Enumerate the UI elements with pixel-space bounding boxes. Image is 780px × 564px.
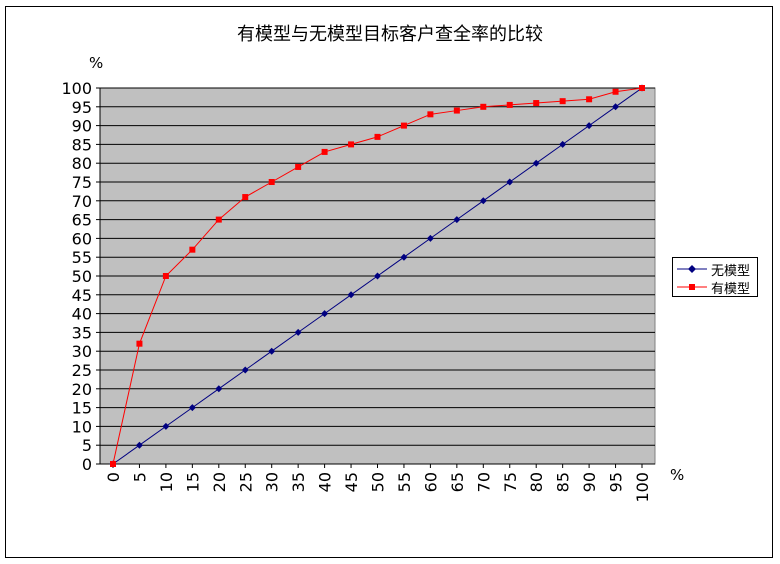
data-point-with-model [110, 461, 116, 467]
y-tick-label: 5 [82, 436, 92, 455]
data-point-with-model [612, 88, 619, 95]
legend-swatch-square-icon [677, 284, 707, 290]
data-point-with-model [215, 216, 222, 223]
x-tick-label: 25 [236, 472, 255, 492]
x-tick-label: 40 [316, 472, 335, 492]
y-tick-label: 15 [72, 399, 92, 418]
data-point-no-model [532, 159, 540, 167]
data-point-no-model [215, 385, 223, 393]
x-tick-label: 15 [183, 472, 202, 492]
data-point-with-model [453, 107, 460, 114]
data-point-with-model [268, 179, 275, 185]
x-tick-label: 5 [130, 472, 149, 482]
y-tick-label: 30 [72, 342, 92, 361]
data-point-with-model [586, 96, 593, 103]
y-tick-label: 95 [72, 98, 92, 117]
x-tick-label: 60 [421, 472, 440, 492]
x-tick-label: 30 [263, 472, 282, 492]
data-point-no-model [585, 122, 593, 130]
data-point-with-model [533, 100, 540, 107]
y-tick-label: 65 [72, 211, 92, 230]
data-point-with-model [480, 103, 487, 110]
x-tick-label: 100 [633, 472, 652, 503]
x-tick-label: 85 [554, 472, 573, 492]
data-point-no-model [188, 404, 196, 412]
data-point-with-model [374, 133, 381, 140]
x-tick-label: 70 [474, 472, 493, 492]
y-tick-label: 40 [72, 305, 92, 324]
y-tick-label: 25 [72, 361, 92, 380]
data-point-no-model [268, 347, 276, 355]
legend-item-with-model: 有模型 [677, 279, 751, 297]
data-point-with-model [506, 101, 513, 108]
legend-swatch-diamond-icon [677, 265, 707, 273]
data-point-no-model [612, 103, 620, 111]
data-point-with-model [162, 273, 169, 279]
legend-item-no-model: 无模型 [677, 261, 751, 279]
y-tick-label: 75 [72, 173, 92, 192]
y-axis-unit-label: % [89, 54, 104, 72]
x-tick-label: 20 [210, 472, 229, 492]
data-point-no-model [347, 291, 355, 299]
x-tick-label: 45 [342, 472, 361, 492]
y-tick-label: 80 [72, 154, 92, 173]
y-tick-label: 90 [72, 117, 92, 136]
data-point-no-model [294, 328, 302, 336]
data-point-with-model [242, 194, 249, 201]
y-tick-label: 100 [61, 79, 92, 98]
legend-label-with-model: 有模型 [711, 281, 751, 297]
x-tick-label: 90 [580, 472, 599, 492]
y-tick-label: 55 [72, 248, 92, 267]
x-tick-label: 80 [527, 472, 546, 492]
data-point-with-model [321, 148, 328, 155]
data-point-no-model [135, 441, 143, 449]
data-point-with-model [295, 163, 302, 170]
chart-title: 有模型与无模型目标客户查全率的比较 [237, 24, 543, 45]
x-tick-label: 35 [289, 472, 308, 492]
data-point-with-model [559, 98, 566, 105]
x-tick-label: 10 [157, 472, 176, 492]
y-tick-label: 35 [72, 323, 92, 342]
x-tick-label: 95 [607, 472, 626, 492]
y-tick-label: 85 [72, 135, 92, 154]
y-tick-label: 45 [72, 286, 92, 305]
x-tick-label: 65 [448, 472, 467, 492]
data-point-no-model [241, 366, 249, 374]
legend-label-no-model: 无模型 [711, 263, 751, 279]
data-point-with-model [136, 340, 143, 347]
data-point-no-model [479, 197, 487, 205]
data-point-no-model [453, 216, 461, 224]
y-tick-label: 50 [72, 267, 92, 286]
data-point-with-model [189, 246, 196, 253]
x-tick-label: 0 [104, 472, 123, 482]
data-point-no-model [426, 234, 434, 242]
data-point-no-model [321, 310, 329, 318]
data-point-no-model [162, 422, 170, 430]
x-tick-label: 75 [501, 472, 520, 492]
data-point-with-model [400, 122, 407, 129]
data-point-no-model [559, 140, 567, 148]
x-tick-label: 50 [369, 472, 388, 492]
y-tick-label: 70 [72, 192, 92, 211]
x-axis-unit-label: % [670, 466, 685, 484]
data-point-with-model [427, 111, 434, 118]
data-point-no-model [374, 272, 381, 280]
data-point-with-model [639, 85, 645, 91]
y-tick-label: 10 [72, 417, 92, 436]
data-point-no-model [400, 253, 408, 261]
y-tick-label: 20 [72, 380, 92, 399]
data-point-with-model [348, 141, 355, 148]
chart-legend: 无模型 有模型 [672, 257, 758, 297]
y-tick-label: 0 [82, 455, 92, 474]
y-tick-label: 60 [72, 229, 92, 248]
data-point-no-model [506, 178, 514, 186]
x-tick-label: 55 [395, 472, 414, 492]
